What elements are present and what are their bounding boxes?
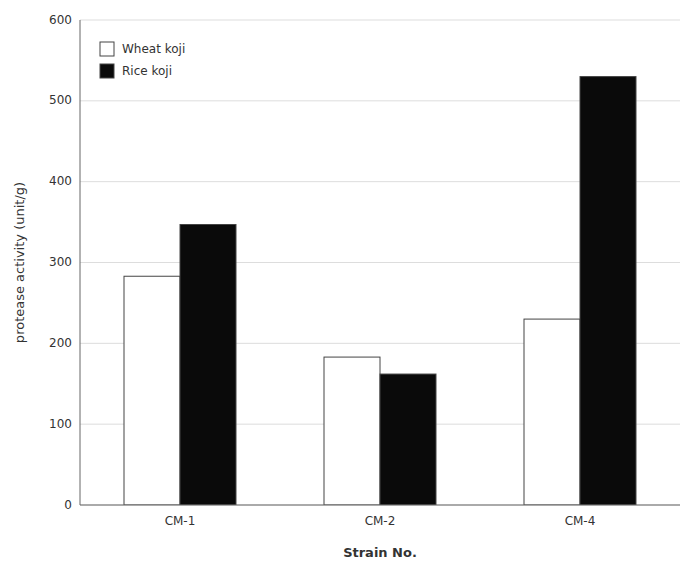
x-axis-line [80, 505, 680, 506]
x-tick-label: CM-2 [365, 514, 396, 528]
chart-svg: 0 100 200 300 400 500 600 CM-1 CM-2 CM-4 Strain No… [0, 0, 700, 577]
y-tick-label: 300 [49, 255, 72, 269]
bar [324, 357, 380, 505]
y-tick-label: 0 [64, 498, 72, 512]
chart-container: 0 100 200 300 400 500 600 CM-1 CM-2 CM-4 Strain No… [0, 0, 700, 577]
bar [380, 374, 436, 505]
y-ticks: 0 100 200 300 400 500 600 [49, 13, 72, 512]
y-tick-label: 500 [49, 93, 72, 107]
legend: Wheat koji Rice koji [92, 32, 222, 90]
legend-swatch [100, 64, 114, 78]
x-tick-label: CM-1 [165, 514, 196, 528]
bar [580, 77, 636, 505]
y-tick-label: 200 [49, 336, 72, 350]
y-tick-label: 400 [49, 174, 72, 188]
bars [124, 77, 636, 505]
x-tick-label: CM-4 [565, 514, 596, 528]
x-ticks: CM-1 CM-2 CM-4 [165, 514, 596, 528]
bar [124, 276, 180, 505]
grid [80, 20, 680, 505]
grid-line [80, 20, 680, 21]
y-tick-label: 100 [49, 417, 72, 431]
bar [180, 225, 236, 505]
y-tick-label: 600 [49, 13, 72, 27]
legend-label: Wheat koji [122, 42, 185, 56]
legend-background [92, 32, 222, 90]
grid-line [80, 505, 680, 506]
y-axis-line [80, 20, 81, 505]
legend-label: Rice koji [122, 64, 172, 78]
bar [524, 319, 580, 505]
y-axis-title: protease activity (unit/g) [12, 182, 27, 343]
legend-swatch [100, 42, 114, 56]
x-axis-title: Strain No. [343, 545, 417, 560]
